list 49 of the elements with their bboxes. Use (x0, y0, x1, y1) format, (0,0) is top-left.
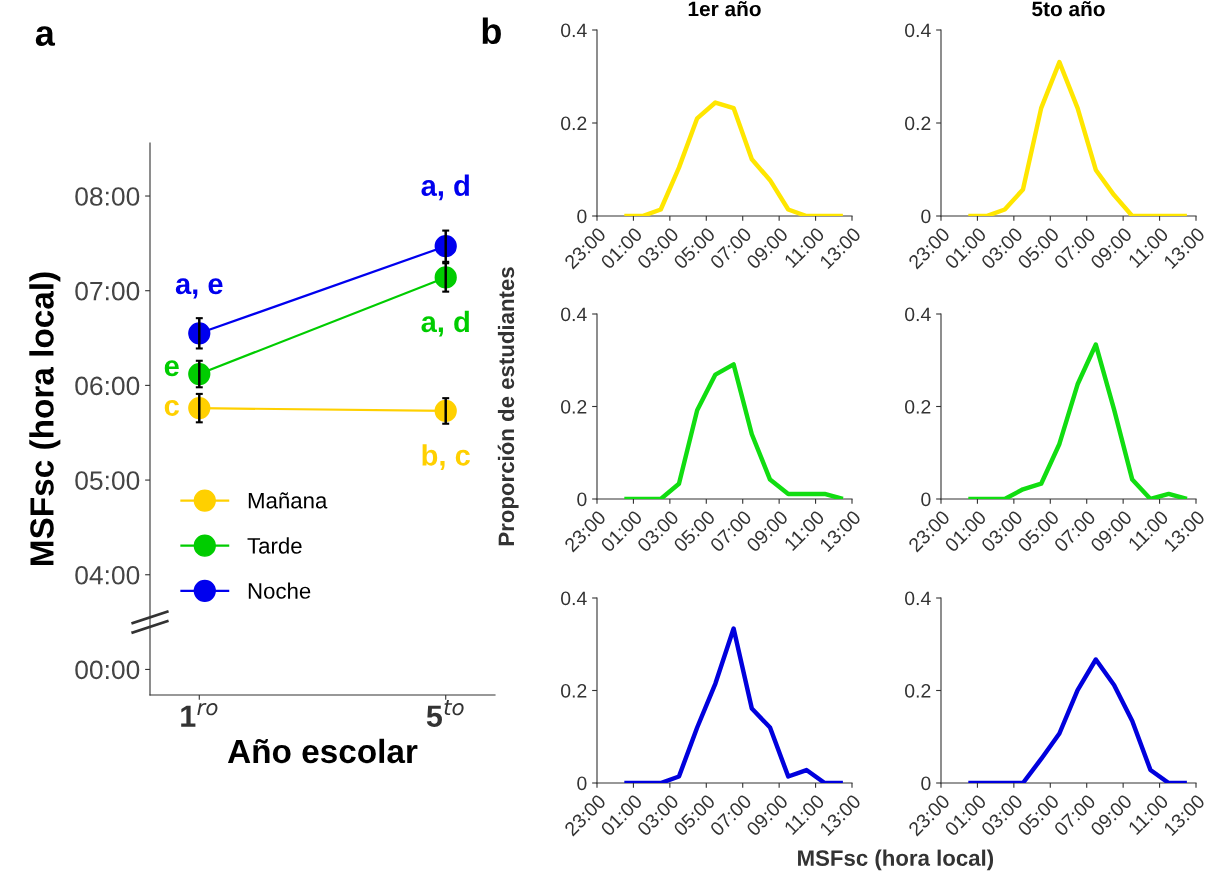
annotation: b, c (422, 444, 470, 470)
text: b (482, 17, 501, 45)
y-tick-label: 0.2 (561, 399, 587, 414)
y-tick-label: 0 (577, 209, 587, 224)
y-tick-label: 07:00 (75, 281, 140, 301)
line-series (622, 362, 846, 499)
annotation: e (164, 360, 179, 377)
legend-label: Tarde (247, 537, 302, 554)
y-tick-label: 0.4 (905, 23, 931, 38)
y-tick-label: 0.4 (561, 23, 587, 38)
line-series (622, 626, 846, 783)
y-tick-label: 0.2 (905, 399, 931, 414)
annotation: a, d (421, 310, 469, 337)
annotation: a, d (421, 174, 469, 201)
y-tick-label: 0 (921, 492, 931, 507)
y-tick-label: 0.4 (561, 591, 587, 606)
y-tick-label: 0.4 (905, 591, 931, 606)
y-tick-label: 0 (921, 209, 931, 224)
y-tick-label: 0.4 (561, 307, 587, 322)
y-axis-title: MSFsc (hora local) (29, 272, 61, 565)
y-tick-label: 0 (577, 492, 587, 507)
y-tick-label: 0.4 (905, 307, 931, 322)
x-tick-label: 5$^{to}$ (426, 699, 464, 727)
y-tick-label: 0.2 (561, 683, 587, 698)
legend-label: Noche (248, 582, 311, 599)
line-series (966, 59, 1190, 216)
y-tick-label: 04:00 (75, 565, 140, 585)
line-series (622, 100, 846, 216)
y-tick-label: 0.2 (561, 116, 587, 131)
chart-title: 5to año (1032, 1, 1105, 17)
y-tick-label: 0 (921, 776, 931, 791)
y-tick-label: 00:00 (75, 660, 140, 680)
y-tick-label: 05:00 (75, 471, 140, 490)
y-tick-label: 06:00 (75, 376, 140, 396)
x-axis-title: Año escolar (227, 738, 418, 764)
text: a (35, 26, 56, 46)
legend-label: Mañana (248, 492, 328, 509)
y-tick-label: 08:00 (75, 187, 140, 206)
y-axis-title: Proporción de estudiantes (497, 267, 519, 546)
x-axis-title: MSFsc (hora local) (798, 849, 994, 871)
y-tick-label: 0.2 (905, 116, 931, 131)
x-tick-label: 1$^{ro}$ (181, 703, 218, 727)
chart-title: 1er año (688, 1, 761, 17)
line-series (966, 342, 1190, 499)
y-tick-label: 0 (577, 776, 587, 791)
y-tick-label: 0.2 (905, 683, 931, 698)
annotation: a, e (175, 278, 223, 299)
line-series (966, 657, 1190, 783)
annotation: c (164, 399, 179, 416)
